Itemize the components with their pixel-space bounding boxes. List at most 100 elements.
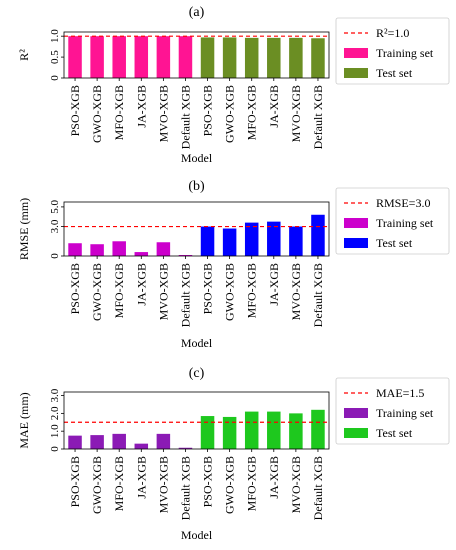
panel-1-bar-training-5 xyxy=(156,36,171,78)
panel-1-xtick-label-1: PSO-XGB xyxy=(68,85,82,136)
panel-1-bar-test-11 xyxy=(289,37,303,78)
panel-3-legend-box xyxy=(335,377,450,445)
panel-1-ytick-label-1: 0 xyxy=(49,75,61,81)
panel-3-bar-test-9 xyxy=(244,411,259,449)
panel-1-xtick-label-2: GWO-XGB xyxy=(90,85,104,143)
panel-3-xtick-label-5: MVO-XGB xyxy=(156,456,170,513)
panel-2-xtick-label-10: JA-XGB xyxy=(267,263,281,306)
panel-3-xlabel: Model xyxy=(181,528,213,542)
panel-2-legend-training-label: Training set xyxy=(376,216,434,230)
panel-2-bar-test-9 xyxy=(244,222,259,256)
panel-3-xtick-label-12: Default XGB xyxy=(311,456,325,520)
panel-2-bar-training-1 xyxy=(68,243,82,256)
panel-1-legend-training-label: Training set xyxy=(376,46,434,60)
panel-1-xtick-label-4: JA-XGB xyxy=(134,85,148,128)
panel-3-ytick-label-1: 0 xyxy=(49,446,61,452)
panel-1-ytick-label-3: 1.0 xyxy=(49,29,61,43)
panel-3-xtick-label-2: GWO-XGB xyxy=(90,456,104,514)
panel-2-xtick-label-7: PSO-XGB xyxy=(201,263,215,314)
panel-3-bar-test-12 xyxy=(311,409,325,449)
panel-2-xtick-label-2: GWO-XGB xyxy=(90,263,104,321)
panel-1-bar-training-3 xyxy=(112,36,126,78)
panel-1-bar-training-2 xyxy=(90,36,104,78)
panel-2-ylabel: RMSE (mm) xyxy=(17,198,31,260)
panel-3-bar-test-10 xyxy=(267,411,281,449)
panel-2-legend-test-label: Test set xyxy=(376,236,413,250)
panel-2-bar-training-6 xyxy=(178,255,193,256)
panel-2-xtick-label-8: GWO-XGB xyxy=(223,263,237,321)
panel-1-xtick-label-3: MFO-XGB xyxy=(112,85,126,140)
panel-3-ylabel: MAE (mm) xyxy=(17,392,31,448)
panel-2-bar-test-11 xyxy=(289,226,303,256)
panel-3-bar-training-2 xyxy=(90,435,104,449)
panel-1-bar-training-4 xyxy=(134,36,149,78)
panel-1-label: (a) xyxy=(189,5,205,20)
panel-1-xtick-label-9: MFO-XGB xyxy=(245,85,259,140)
panel-1-bar-training-6 xyxy=(178,36,193,78)
panel-3-label: (c) xyxy=(189,366,205,381)
panel-1-bar-test-7 xyxy=(200,37,215,78)
panel-3-plot-frame xyxy=(63,391,330,450)
panel-2-bar-test-12 xyxy=(311,214,325,256)
panel-3-ytick-label-3: 2.0 xyxy=(49,406,61,420)
panel-3-xtick-label-10: JA-XGB xyxy=(267,456,281,499)
panel-1-xtick-label-7: PSO-XGB xyxy=(201,85,215,136)
panel-2-legend-reference-label: RMSE=3.0 xyxy=(376,196,430,210)
panel-1-xlabel: Model xyxy=(181,151,213,165)
panel-2-ytick-label-2: 3.0 xyxy=(49,219,61,233)
panel-3-bar-training-5 xyxy=(156,433,171,449)
panel-2-xtick-label-4: JA-XGB xyxy=(134,263,148,306)
panel-1-legend-box xyxy=(335,17,450,85)
panel-1-xtick-label-12: Default XGB xyxy=(311,85,325,149)
panel-2-bar-training-3 xyxy=(112,241,126,256)
panel-3-xtick-label-4: JA-XGB xyxy=(134,456,148,499)
panel-3-bar-training-3 xyxy=(112,433,126,449)
panel-1-xtick-label-8: GWO-XGB xyxy=(223,85,237,143)
panel-2-xtick-label-9: MFO-XGB xyxy=(245,263,259,318)
panel-1-xtick-label-6: Default XGB xyxy=(178,85,192,149)
panel-2-xtick-label-11: MVO-XGB xyxy=(289,263,303,320)
panel-3-bar-training-4 xyxy=(134,443,149,449)
panel-3-xtick-label-9: MFO-XGB xyxy=(245,456,259,511)
panel-1-legend-reference-label: R²=1.0 xyxy=(376,26,409,40)
panel-1-legend-training-swatch xyxy=(344,48,368,58)
panel-2-legend-box xyxy=(335,187,450,255)
panel-2-xtick-label-3: MFO-XGB xyxy=(112,263,126,318)
panel-1-legend-test-swatch xyxy=(344,68,368,78)
panel-2-xtick-label-12: Default XGB xyxy=(311,263,325,327)
panel-2-plot-frame xyxy=(63,201,330,257)
panel-1-bar-test-12 xyxy=(311,38,325,78)
panel-2-ytick-label-1: 0 xyxy=(49,253,61,259)
panel-1-xtick-label-11: MVO-XGB xyxy=(289,85,303,142)
panel-1-xtick-label-10: JA-XGB xyxy=(267,85,281,128)
panel-2-label: (b) xyxy=(188,179,205,194)
panel-3-xtick-label-11: MVO-XGB xyxy=(289,456,303,513)
panel-2-bar-training-2 xyxy=(90,244,104,256)
panel-3-legend-reference-label: MAE=1.5 xyxy=(376,386,424,400)
panel-3-bar-test-7 xyxy=(200,416,215,449)
panel-3-xtick-label-8: GWO-XGB xyxy=(223,456,237,514)
panel-3-bar-test-11 xyxy=(289,413,303,449)
panel-3-xtick-label-3: MFO-XGB xyxy=(112,456,126,511)
panel-3-legend-training-swatch xyxy=(344,408,368,418)
panel-2-bar-training-5 xyxy=(156,242,171,256)
panel-3-xtick-label-6: Default XGB xyxy=(178,456,192,520)
panel-1-legend-test-label: Test set xyxy=(376,66,413,80)
panel-2-legend-test-swatch xyxy=(344,238,368,248)
panel-2-xtick-label-6: Default XGB xyxy=(178,263,192,327)
panel-3-xtick-label-7: PSO-XGB xyxy=(201,456,215,507)
panel-3-bar-training-1 xyxy=(68,435,82,449)
panel-3-legend-test-swatch xyxy=(344,428,368,438)
panel-2-xtick-label-1: PSO-XGB xyxy=(68,263,82,314)
panel-2-bar-training-4 xyxy=(134,252,149,256)
panel-1-plot-frame xyxy=(63,31,330,79)
panel-3-bar-training-6 xyxy=(178,447,193,449)
panel-1-bar-test-9 xyxy=(244,37,259,78)
panel-2-xtick-label-5: MVO-XGB xyxy=(156,263,170,320)
panel-3-legend-test-label: Test set xyxy=(376,426,413,440)
panel-1-ylabel: R² xyxy=(17,49,31,61)
panel-2-ytick-label-3: 5.0 xyxy=(49,200,61,214)
panel-3-legend-training-label: Training set xyxy=(376,406,434,420)
panel-3-ytick-label-4: 3.0 xyxy=(49,388,61,402)
